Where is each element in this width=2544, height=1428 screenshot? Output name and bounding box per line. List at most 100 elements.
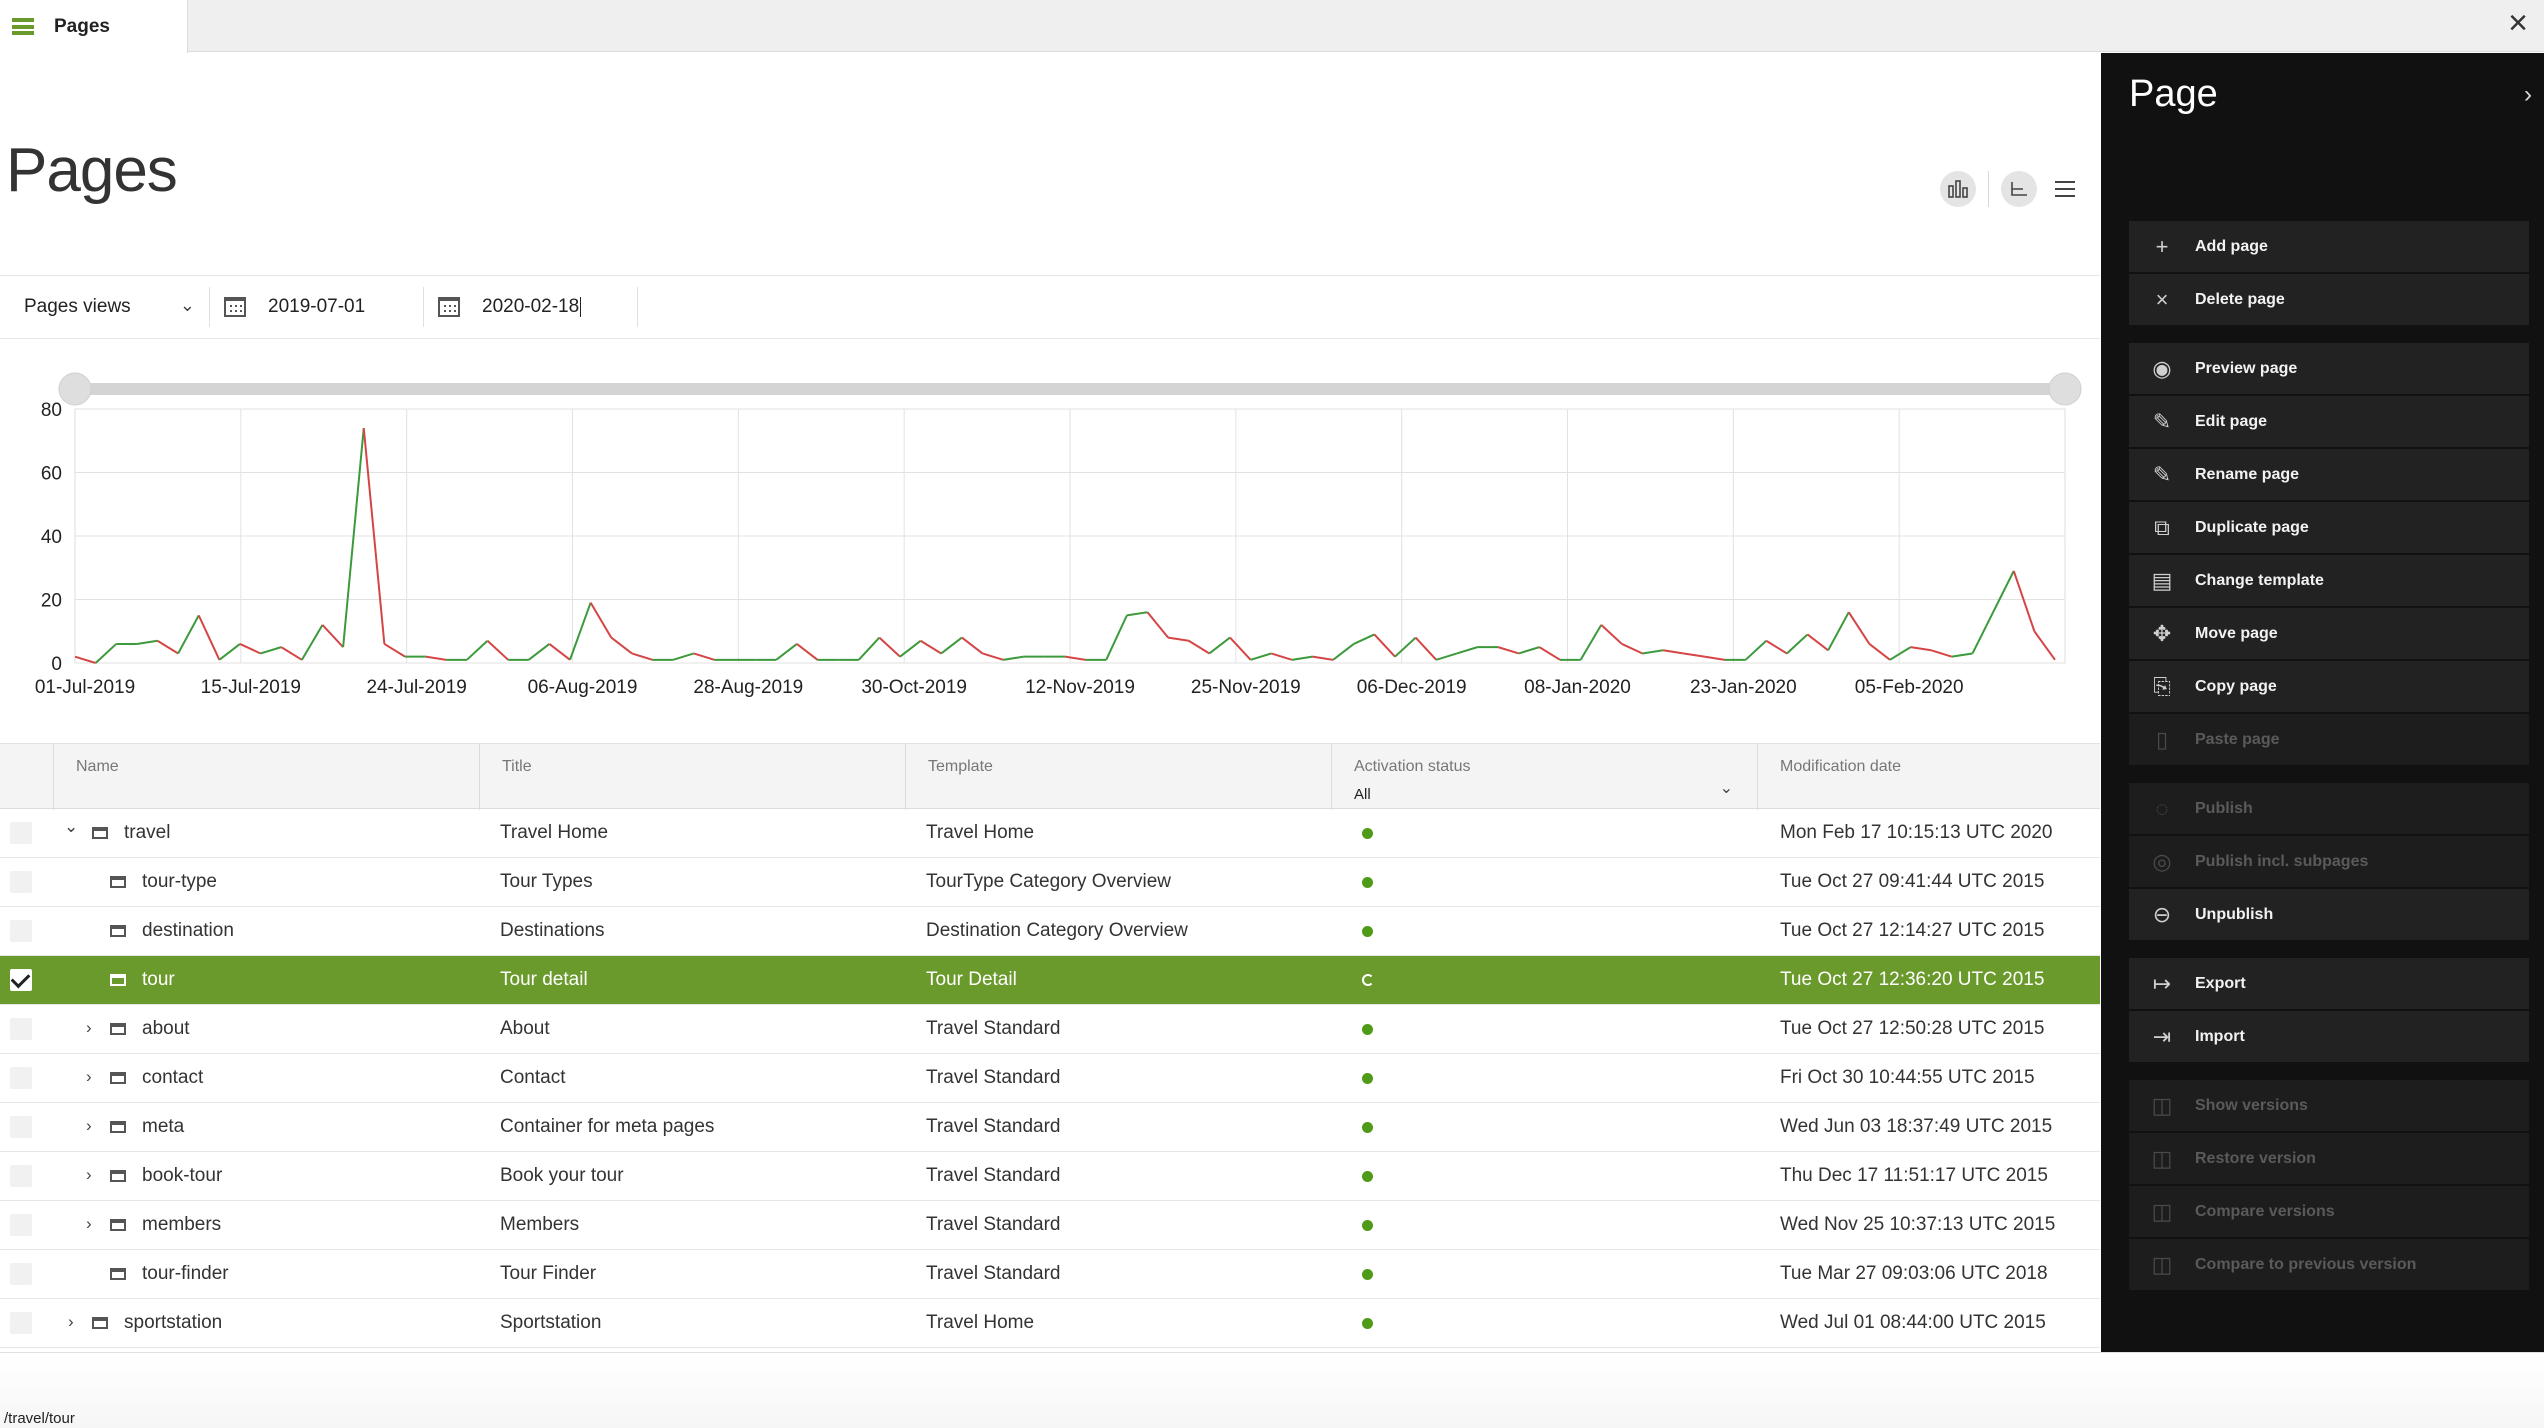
table-row[interactable]: › members Members Travel Standard Wed Nov 25… bbox=[0, 1201, 2100, 1250]
row-checkbox[interactable] bbox=[10, 1067, 32, 1089]
name-cell[interactable]: › sportstation bbox=[54, 1299, 480, 1348]
tree-view-button[interactable] bbox=[2001, 171, 2037, 207]
column-header-template[interactable]: Template bbox=[906, 744, 1332, 810]
name-cell[interactable]: tour-finder bbox=[54, 1250, 480, 1299]
status-cell bbox=[1332, 858, 1758, 907]
x-tick-label: 05-Feb-2020 bbox=[1855, 677, 1964, 698]
chevron-right-icon[interactable]: › bbox=[86, 1066, 92, 1086]
name-cell[interactable]: › members bbox=[54, 1201, 480, 1250]
table-row[interactable]: tour-type Tour Types TourType Category Ove… bbox=[0, 858, 2100, 907]
row-checkbox-cell[interactable] bbox=[0, 1201, 54, 1250]
action-preview-page[interactable]: ◉ Preview page bbox=[2129, 343, 2529, 394]
metric-select[interactable]: Pages views ⌄ bbox=[0, 287, 210, 327]
range-slider-start-handle[interactable] bbox=[58, 372, 92, 406]
table-row[interactable]: › sportstation Sportstation Travel Home Wed … bbox=[0, 1299, 2100, 1348]
action-compare-to-previous-version[interactable]: ◫ Compare to previous version bbox=[2129, 1239, 2529, 1290]
action-export[interactable]: ↦ Export bbox=[2129, 958, 2529, 1009]
row-checkbox-cell[interactable] bbox=[0, 1152, 54, 1201]
row-checkbox-cell[interactable] bbox=[0, 956, 54, 1005]
chevron-right-icon[interactable]: › bbox=[86, 1115, 92, 1135]
chevron-down-icon[interactable]: ⌄ bbox=[64, 816, 79, 836]
name-cell[interactable]: › about bbox=[54, 1005, 480, 1054]
action-move-page[interactable]: ✥ Move page bbox=[2129, 608, 2529, 659]
publish-subpages-icon: ◎ bbox=[2152, 848, 2172, 874]
table-row[interactable]: tour-finder Tour Finder Travel Standard Tue… bbox=[0, 1250, 2100, 1299]
name-cell[interactable]: › meta bbox=[54, 1103, 480, 1152]
row-checkbox[interactable] bbox=[10, 1018, 32, 1040]
row-checkbox-cell[interactable] bbox=[0, 1103, 54, 1152]
name-cell[interactable]: ⌄ travel bbox=[54, 809, 480, 858]
row-checkbox-cell[interactable] bbox=[0, 1299, 54, 1348]
column-header-modified[interactable]: Modification date bbox=[1780, 758, 1901, 775]
line-segment bbox=[1806, 633, 1829, 652]
range-slider-track[interactable] bbox=[75, 383, 2065, 395]
row-checkbox-cell[interactable] bbox=[0, 858, 54, 907]
row-checkbox[interactable] bbox=[10, 1263, 32, 1285]
action-show-versions[interactable]: ◫ Show versions bbox=[2129, 1080, 2529, 1131]
title-cell: Container for meta pages bbox=[500, 1116, 715, 1137]
action-add-page[interactable]: + Add page bbox=[2129, 221, 2529, 272]
table-row[interactable]: › contact Contact Travel Standard Fri Oct 30… bbox=[0, 1054, 2100, 1103]
name-cell[interactable]: destination bbox=[54, 907, 480, 956]
chevron-right-icon[interactable]: › bbox=[2524, 81, 2532, 108]
page-icon bbox=[92, 1316, 108, 1329]
chevron-right-icon[interactable]: › bbox=[68, 1311, 74, 1331]
table-row[interactable]: › meta Container for meta pages Travel Stan… bbox=[0, 1103, 2100, 1152]
chevron-right-icon[interactable]: › bbox=[86, 1017, 92, 1037]
action-duplicate-page[interactable]: ⧉ Duplicate page bbox=[2129, 502, 2529, 553]
page-name: travel bbox=[124, 821, 171, 843]
row-checkbox[interactable] bbox=[10, 920, 32, 942]
row-checkbox-cell[interactable] bbox=[0, 1250, 54, 1299]
column-header-status[interactable]: Activation status All ⌄ bbox=[1332, 744, 1758, 810]
row-checkbox[interactable] bbox=[10, 822, 32, 844]
table-row[interactable]: › about About Travel Standard Tue Oct 27 12:… bbox=[0, 1005, 2100, 1054]
row-checkbox[interactable] bbox=[10, 871, 32, 893]
action-paste-page[interactable]: ▯ Paste page bbox=[2129, 714, 2529, 765]
chevron-right-icon[interactable]: › bbox=[86, 1164, 92, 1184]
chevron-right-icon[interactable]: › bbox=[86, 1213, 92, 1233]
name-cell[interactable]: › book-tour bbox=[54, 1152, 480, 1201]
row-checkbox-cell[interactable] bbox=[0, 1005, 54, 1054]
action-edit-page[interactable]: ✎ Edit page bbox=[2129, 396, 2529, 447]
table-row[interactable]: destination Destinations Destination Categ… bbox=[0, 907, 2100, 956]
action-publish[interactable]: ◌ Publish bbox=[2129, 783, 2529, 834]
chevron-down-icon[interactable]: ⌄ bbox=[1719, 780, 1733, 797]
name-cell[interactable]: › contact bbox=[54, 1054, 480, 1103]
select-all-header[interactable] bbox=[0, 744, 54, 810]
tab-pages[interactable]: Pages bbox=[0, 0, 188, 53]
column-header-title[interactable]: Title bbox=[480, 744, 906, 810]
row-checkbox-cell[interactable] bbox=[0, 809, 54, 858]
row-checkbox[interactable] bbox=[10, 1214, 32, 1236]
date-to-field[interactable]: 2020-02-18 bbox=[424, 287, 638, 327]
name-cell[interactable]: tour-type bbox=[54, 858, 480, 907]
action-copy-page[interactable]: ⎘ Copy page bbox=[2129, 661, 2529, 712]
close-icon[interactable]: × bbox=[2508, 4, 2528, 42]
action-publish-incl-subpages[interactable]: ◎ Publish incl. subpages bbox=[2129, 836, 2529, 887]
chart-view-button[interactable] bbox=[1940, 171, 1976, 207]
row-checkbox[interactable] bbox=[10, 1116, 32, 1138]
action-import[interactable]: ⇥ Import bbox=[2129, 1011, 2529, 1062]
name-cell[interactable]: tour bbox=[54, 956, 480, 1005]
action-restore-version[interactable]: ◫ Restore version bbox=[2129, 1133, 2529, 1184]
action-rename-page[interactable]: ✎ Rename page bbox=[2129, 449, 2529, 500]
action-compare-versions[interactable]: ◫ Compare versions bbox=[2129, 1186, 2529, 1237]
row-checkbox-cell[interactable] bbox=[0, 907, 54, 956]
range-slider-end-handle[interactable] bbox=[2048, 372, 2082, 406]
date-from-field[interactable]: 2019-07-01 bbox=[210, 287, 424, 327]
status-filter-value[interactable]: All bbox=[1354, 786, 1371, 803]
line-segment bbox=[796, 643, 819, 661]
row-checkbox[interactable] bbox=[10, 1312, 32, 1334]
table-row[interactable]: ⌄ travel Travel Home Travel Home Mon Feb 17 … bbox=[0, 809, 2100, 858]
action-unpublish[interactable]: ⊖ Unpublish bbox=[2129, 889, 2529, 940]
status-active-dot bbox=[1362, 925, 1373, 937]
table-row[interactable]: › book-tour Book your tour Travel Standard T… bbox=[0, 1152, 2100, 1201]
action-change-template[interactable]: ▤ Change template bbox=[2129, 555, 2529, 606]
table-row[interactable]: tour Tour detail Tour Detail Tue Oct 27 12:… bbox=[0, 956, 2100, 1005]
action-delete-page[interactable]: × Delete page bbox=[2129, 274, 2529, 325]
line-segment bbox=[940, 636, 963, 655]
list-view-icon[interactable] bbox=[2055, 181, 2075, 197]
column-header-name[interactable]: Name bbox=[54, 744, 480, 810]
row-checkbox-cell[interactable] bbox=[0, 1054, 54, 1103]
row-checkbox[interactable] bbox=[10, 969, 32, 991]
row-checkbox[interactable] bbox=[10, 1165, 32, 1187]
